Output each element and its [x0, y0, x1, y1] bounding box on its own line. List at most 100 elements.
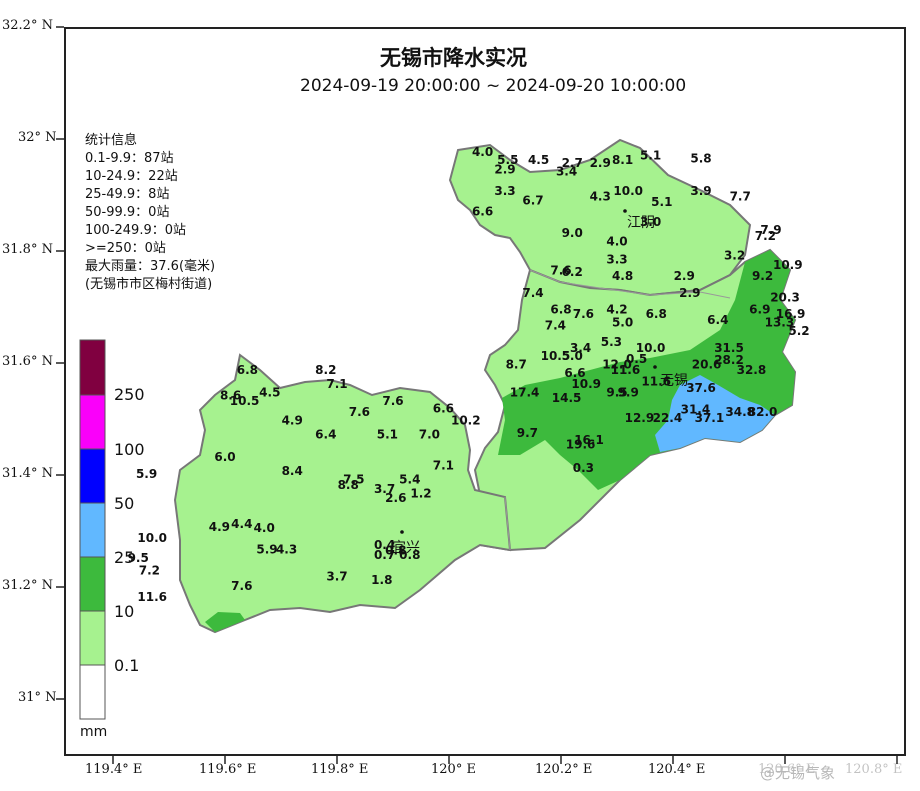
station-value: 7.7	[730, 190, 751, 204]
watermark: @无锡气象	[760, 764, 836, 782]
station-value: 9.5	[128, 551, 149, 565]
district-boundary	[529, 269, 731, 299]
station-value: 13.3	[765, 316, 795, 330]
station-value: 3.3	[494, 184, 515, 198]
legend-swatch-25-50	[79, 502, 106, 558]
station-value: 4.3	[276, 542, 297, 556]
station-value: 10.9	[571, 377, 601, 391]
station-value: 4.4	[231, 517, 252, 531]
station-value: 32.8	[737, 363, 767, 377]
station-value: 5.2	[788, 324, 809, 338]
station-value: 8.1	[612, 153, 633, 167]
legend-unit: mm	[80, 724, 108, 740]
station-value: 9.9	[618, 386, 639, 400]
station-value: 4.5	[259, 386, 280, 400]
station-value: 2.9	[590, 156, 611, 170]
station-value: 10.0	[636, 341, 666, 355]
legend-swatch-50-100	[79, 448, 106, 504]
stats-line: 0.1-9.9：87站	[85, 151, 174, 166]
station-value: 3.4	[570, 341, 591, 355]
rain-zone-10-25-southwest	[205, 612, 245, 632]
station-value: 5.3	[601, 335, 622, 349]
station-value: 3.7	[326, 569, 347, 583]
station-value: 6.4	[707, 313, 728, 327]
stats-line: (无锡市市区梅村街道)	[85, 277, 213, 292]
legend-swatch-100-250	[79, 394, 106, 450]
station-value: 10.0	[613, 184, 643, 198]
city-label-wuxi: 无锡	[660, 373, 688, 389]
station-labels: 4.05.52.94.5 2.73.42.9 8.1 5.1 5.83.36.710.0…	[128, 145, 810, 604]
station-value: 37.6	[686, 381, 716, 395]
station-value: 3.2	[724, 248, 745, 262]
station-value: 6.8	[237, 363, 258, 377]
station-value: 0.8	[385, 544, 406, 558]
wuxi-marker	[653, 365, 657, 369]
station-value: 7.1	[326, 377, 347, 391]
station-value: 37.1	[695, 411, 725, 425]
x-tick-label: 120° E	[431, 762, 476, 777]
station-value: 6.6	[433, 401, 454, 415]
stats-line: 最大雨量：37.6(毫米)	[85, 259, 216, 274]
station-value: 14.5	[552, 391, 582, 405]
station-value: 16.9	[776, 307, 806, 321]
station-value: 7.1	[433, 458, 454, 472]
legend-label: 25	[114, 548, 135, 567]
station-value: 34.8	[725, 405, 755, 419]
station-value: 5.1	[640, 149, 661, 163]
station-value: 16.1	[574, 433, 604, 447]
station-value: 0.3	[573, 461, 594, 475]
station-value: 2.7	[562, 156, 583, 170]
station-value: 2.6	[385, 491, 406, 505]
station-value: 7.2	[139, 564, 160, 578]
legend-label: 50	[114, 494, 135, 513]
station-value: 2.9	[679, 286, 700, 300]
station-value: 5.9	[136, 467, 157, 481]
station-value: 10.5	[230, 394, 260, 408]
station-value: 1.2	[410, 486, 431, 500]
stats-heading: 统计信息	[85, 133, 138, 148]
stats-line: 50-99.9：0站	[85, 205, 170, 220]
station-value: 4.0	[472, 145, 493, 159]
station-value: 4.9	[282, 414, 303, 428]
x-tick-label: 120.8° E	[845, 762, 903, 777]
map-title: 无锡市降水实况	[380, 46, 527, 70]
station-value: 11.6	[641, 374, 671, 388]
x-tick-label: 120.2° E	[535, 762, 593, 777]
station-value: 4.2	[606, 303, 627, 317]
y-tick-label: 31.4° N	[2, 466, 53, 481]
station-value: 0.8	[399, 548, 420, 562]
station-value: 7.4	[522, 286, 543, 300]
station-value: 7.6	[231, 579, 252, 593]
x-tick-label: 119.6° E	[199, 762, 257, 777]
station-value: 2.9	[674, 269, 695, 283]
stats-line: 100-249.9：0站	[85, 223, 186, 238]
statistics-panel: 统计信息 0.1-9.9：87站 10-24.9：22站 25-49.9：8站 …	[85, 132, 215, 294]
station-value: 10.0	[137, 531, 167, 545]
map-subtitle: 2024-09-19 20:00:00 ~ 2024-09-20 10:00:0…	[300, 76, 687, 96]
legend-label: 250	[114, 385, 145, 404]
station-value: 5.8	[690, 152, 711, 166]
station-value: 6.4	[315, 428, 336, 442]
legend-swatch-below-0.1	[79, 664, 106, 720]
station-value: 6.9	[749, 303, 770, 317]
station-value: 12.0	[602, 358, 632, 372]
x-tick-label: 119.4° E	[85, 762, 143, 777]
stats-line: 25-49.9：8站	[85, 187, 170, 202]
station-value: 4.9	[209, 520, 230, 534]
station-value: 5.9	[256, 542, 277, 556]
station-value: 8.6	[220, 388, 241, 402]
map-frame	[64, 27, 906, 756]
legend-label: 0.1	[114, 656, 140, 675]
rain-zone-25-50	[655, 375, 775, 452]
station-value: 20.3	[770, 290, 800, 304]
station-value: 7.0	[419, 428, 440, 442]
station-value: 7.9	[760, 223, 781, 237]
y-tick-label: 31.8° N	[2, 242, 53, 257]
station-value: 3.7	[374, 482, 395, 496]
x-tick-label: 120.4° E	[648, 762, 706, 777]
y-tick-label: 31.6° N	[2, 354, 53, 369]
x-tick-label: 120.6° E	[758, 762, 816, 777]
station-value: 19.6	[566, 438, 596, 452]
station-value: 8.4	[282, 464, 303, 478]
